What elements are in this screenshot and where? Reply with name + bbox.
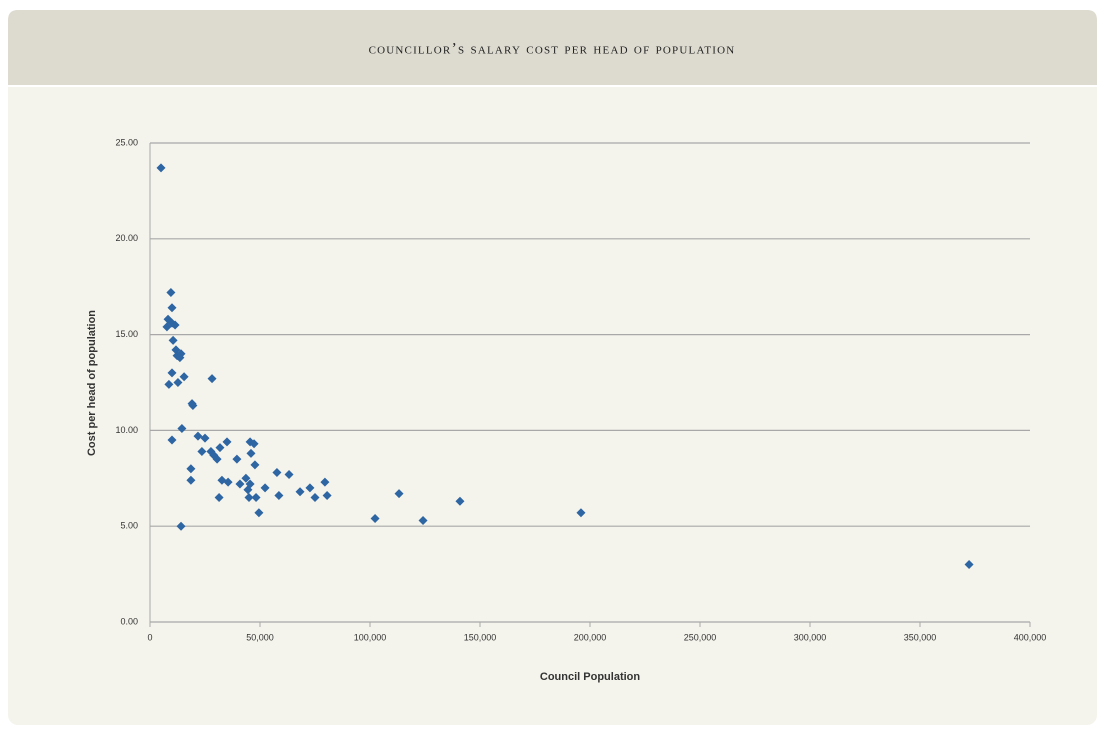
point	[222, 437, 232, 447]
x-tick-label: 100,000	[354, 632, 387, 642]
point	[250, 460, 260, 470]
x-tick-label: 50,000	[246, 632, 274, 642]
y-tick-label: 20.00	[115, 233, 138, 243]
point	[322, 491, 332, 501]
y-tick-label: 15.00	[115, 329, 138, 339]
x-tick-label: 300,000	[794, 632, 827, 642]
point	[232, 454, 242, 464]
point	[176, 521, 186, 531]
point	[156, 163, 166, 173]
y-axis-label: Cost per head of population	[86, 310, 98, 456]
x-tick-label: 0	[147, 632, 152, 642]
point	[173, 378, 183, 387]
point	[260, 483, 270, 493]
point	[295, 487, 305, 497]
point	[223, 477, 233, 487]
panel-header	[8, 10, 1097, 85]
point	[254, 508, 264, 518]
point	[243, 485, 253, 495]
point	[235, 479, 245, 489]
point	[193, 431, 203, 441]
y-tick-label: 0.00	[120, 616, 138, 626]
point	[251, 492, 261, 502]
point	[175, 353, 185, 363]
point	[164, 379, 174, 389]
x-tick-label: 350,000	[904, 632, 937, 642]
point	[168, 335, 178, 345]
point	[964, 560, 974, 570]
point	[455, 496, 465, 506]
x-tick-label: 150,000	[464, 632, 497, 642]
point	[246, 448, 256, 458]
point	[207, 374, 217, 384]
x-tick-label: 200,000	[574, 632, 607, 642]
x-tick-label: 250,000	[684, 632, 717, 642]
point	[241, 473, 251, 483]
x-axis-label: Council Population	[540, 671, 640, 683]
point	[215, 443, 225, 453]
point	[200, 433, 210, 443]
point	[167, 435, 177, 445]
chart-title: councillor’s salary cost per head of pop…	[369, 41, 736, 58]
point	[179, 372, 189, 382]
point	[284, 469, 294, 479]
panel	[8, 10, 1097, 725]
y-tick-label: 10.00	[115, 425, 138, 435]
point	[170, 320, 180, 330]
point	[272, 468, 282, 478]
point	[418, 515, 428, 525]
point	[249, 439, 259, 449]
y-tick-label: 5.00	[120, 521, 138, 531]
point	[310, 492, 320, 502]
point	[212, 454, 222, 464]
point	[274, 491, 284, 501]
point	[186, 464, 196, 474]
y-tick-label: 25.00	[115, 137, 138, 147]
point	[320, 477, 330, 487]
point	[394, 489, 404, 499]
point	[244, 492, 254, 502]
point	[305, 483, 315, 493]
x-tick-label: 400,000	[1014, 632, 1047, 642]
point	[188, 400, 198, 410]
point	[186, 475, 196, 485]
point	[167, 303, 177, 313]
point	[370, 514, 380, 524]
point	[214, 492, 224, 502]
point	[177, 423, 187, 433]
point	[166, 287, 176, 297]
point	[576, 508, 586, 518]
point	[197, 446, 207, 456]
point	[167, 368, 177, 378]
